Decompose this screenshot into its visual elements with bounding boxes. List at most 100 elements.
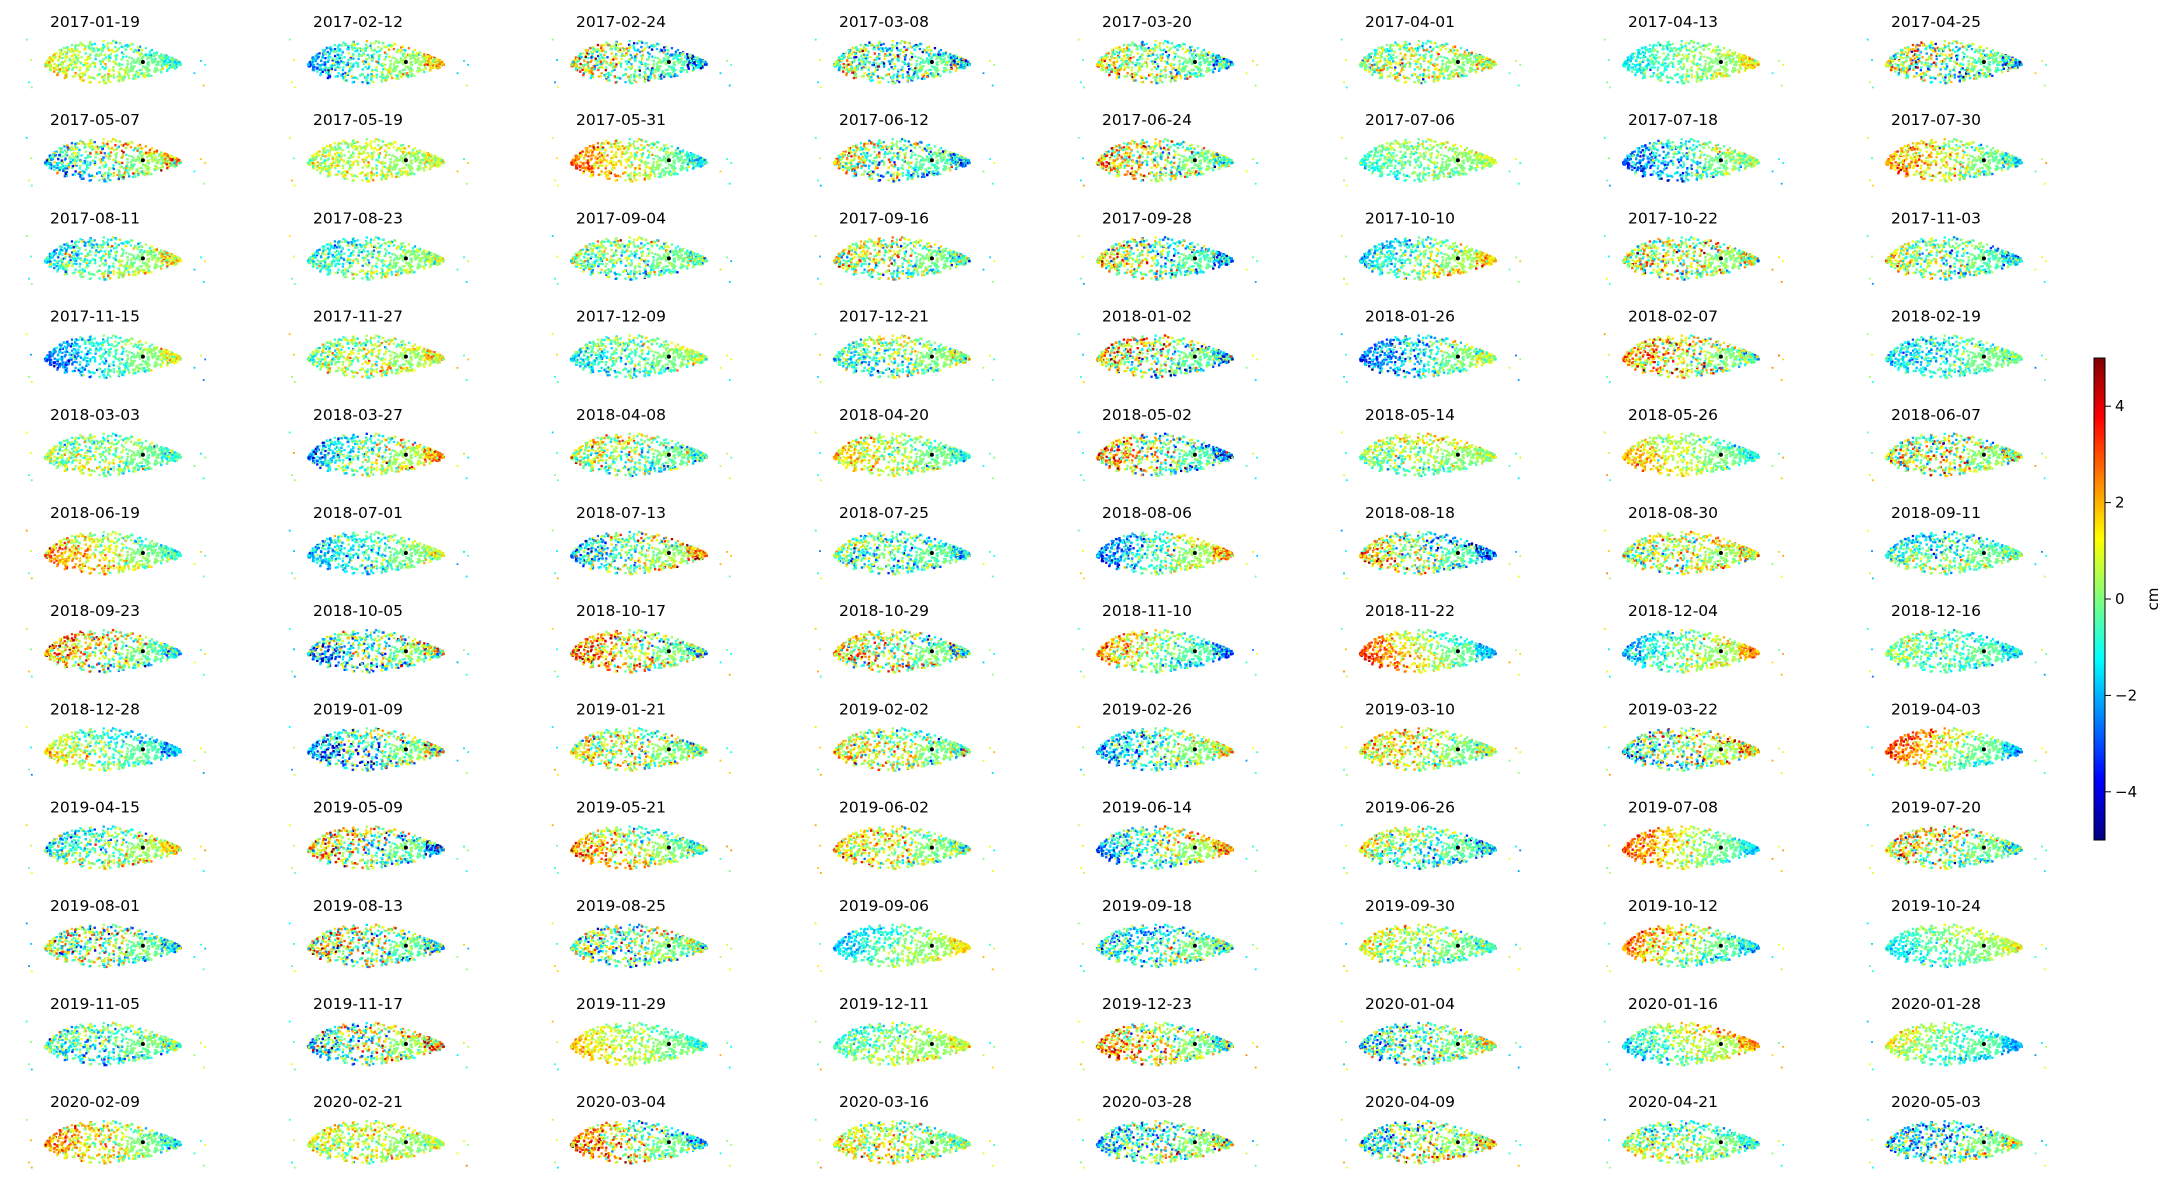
scatter-point — [376, 76, 378, 78]
scatter-point — [122, 56, 124, 58]
scatter-point — [371, 69, 373, 71]
scatter-point — [410, 63, 412, 65]
scatter-point — [158, 55, 160, 57]
scatter-point — [378, 56, 380, 58]
scatter-point — [132, 78, 134, 80]
scatter-point — [115, 42, 117, 44]
scatter-point — [385, 53, 387, 55]
scatter-point — [114, 46, 116, 48]
scatter-point — [124, 76, 126, 78]
scatter-point — [56, 52, 58, 54]
scatter-point — [411, 73, 413, 75]
scatter-point — [161, 64, 163, 66]
scatter-point — [113, 76, 115, 78]
scatter-point — [376, 74, 378, 76]
scatter-point — [98, 55, 100, 57]
scatter-point — [404, 72, 406, 74]
scatter-point — [65, 67, 67, 69]
scatter-point — [371, 49, 373, 51]
scatter-point — [352, 81, 354, 83]
scatter-point — [103, 82, 105, 84]
scatter-point — [110, 53, 112, 55]
scatter-point — [49, 64, 51, 66]
scatter-point — [56, 74, 58, 76]
scatter-point — [173, 64, 175, 66]
scatter-point — [345, 79, 347, 81]
scatter-point — [385, 56, 387, 58]
scatter-point — [166, 65, 168, 67]
scatter-point — [91, 50, 93, 52]
scatter-point — [82, 79, 84, 81]
scatter-point — [61, 61, 63, 63]
scatter-point — [386, 69, 388, 71]
scatter-point — [400, 46, 402, 48]
panel: 2017-01-19 — [26, 13, 206, 88]
scatter-point — [49, 67, 51, 69]
scatter-point — [81, 44, 83, 46]
scatter-point — [95, 53, 97, 55]
scatter-point — [119, 42, 121, 44]
scatter-point — [342, 66, 344, 68]
scatter-point — [105, 56, 107, 58]
scatter-point — [62, 67, 64, 69]
scatter-point — [74, 54, 76, 56]
scatter-point — [390, 63, 392, 65]
scatter-point — [370, 73, 372, 75]
scatter-point — [75, 56, 77, 58]
scatter-point — [85, 52, 87, 54]
scatter-point — [413, 75, 415, 77]
scatter-point — [53, 67, 55, 69]
scatter-point — [382, 42, 384, 44]
scatter-point — [350, 45, 352, 47]
scatter-point — [322, 56, 324, 58]
scatter-point — [123, 69, 125, 71]
scatter-point — [86, 58, 88, 60]
panel-title: 2017-02-12 — [313, 13, 403, 31]
scatter-point — [55, 69, 57, 71]
scatter-point — [145, 68, 147, 70]
scatter-point — [420, 62, 422, 64]
scatter-point — [424, 64, 426, 66]
scatter-point — [138, 59, 140, 61]
scatter-point — [103, 76, 105, 78]
scatter-point — [368, 56, 370, 58]
scatter-point — [79, 69, 81, 71]
scatter-point — [126, 60, 128, 62]
outlier-point — [194, 72, 196, 74]
scatter-point — [112, 66, 114, 68]
scatter-point — [128, 77, 130, 79]
scatter-point — [395, 78, 397, 80]
scatter-point — [393, 48, 395, 50]
panel-points — [289, 39, 469, 89]
scatter-point — [104, 63, 106, 65]
scatter-point — [367, 74, 369, 76]
scatter-point — [73, 50, 75, 52]
scatter-point — [124, 45, 126, 47]
scatter-point — [382, 68, 384, 70]
scatter-point — [371, 55, 373, 57]
scatter-point — [367, 54, 369, 56]
scatter-point — [345, 64, 347, 66]
scatter-point — [125, 48, 127, 50]
scatter-point — [163, 64, 165, 66]
scatter-point — [341, 44, 343, 46]
scatter-point — [370, 47, 372, 49]
scatter-point — [64, 56, 66, 58]
scatter-point — [396, 51, 398, 53]
scatter-point — [130, 66, 132, 68]
scatter-point — [313, 58, 315, 60]
scatter-point — [370, 78, 372, 80]
scatter-point — [72, 75, 74, 77]
scatter-point — [78, 51, 80, 53]
scatter-point — [408, 53, 410, 55]
scatter-point — [395, 74, 397, 76]
scatter-point — [147, 63, 149, 65]
scatter-point — [127, 46, 129, 48]
scatter-point — [363, 63, 365, 65]
scatter-point — [115, 58, 117, 60]
scatter-point — [384, 64, 386, 66]
scatter-point — [177, 61, 179, 63]
scatter-point — [113, 70, 115, 72]
scatter-point — [388, 48, 390, 50]
scatter-point — [130, 63, 132, 65]
